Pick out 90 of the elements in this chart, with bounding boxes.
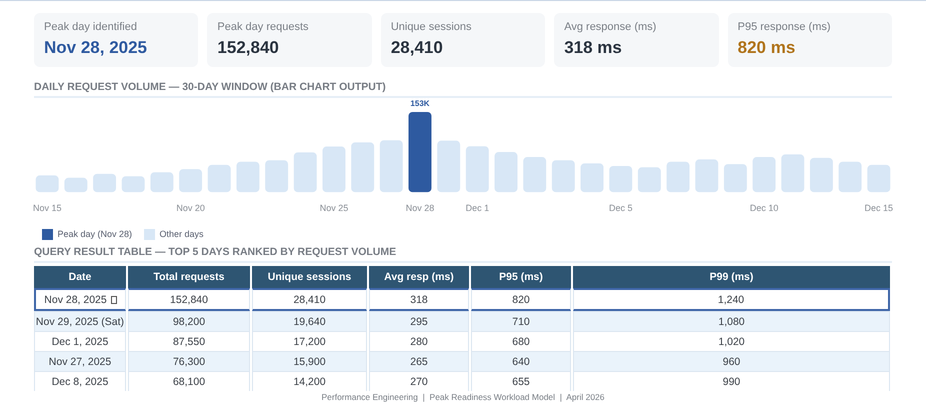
text: 280 xyxy=(410,336,428,348)
text: 28,410 xyxy=(293,294,326,306)
bar xyxy=(36,175,59,192)
bar xyxy=(552,160,575,192)
bar xyxy=(294,152,317,192)
text: 318 ms xyxy=(564,38,622,57)
bar xyxy=(580,163,604,192)
bar xyxy=(867,164,890,192)
bar xyxy=(666,162,690,192)
category-label: Avg resp (ms) xyxy=(369,266,469,288)
text: 98,200 xyxy=(172,316,206,328)
text: Nov 28, 2025 xyxy=(44,38,148,57)
text: 76,300 xyxy=(172,356,206,368)
data-label: 153K xyxy=(410,99,430,108)
bar xyxy=(466,146,489,192)
bar xyxy=(408,112,432,192)
category-label: Peak day requests xyxy=(217,21,310,33)
text: 15,900 xyxy=(293,356,326,368)
text: 14,200 xyxy=(293,376,326,388)
bar xyxy=(838,162,862,192)
text: 990 xyxy=(722,376,740,388)
bar xyxy=(208,164,231,192)
text: 655 xyxy=(512,376,530,388)
bar xyxy=(122,176,145,192)
category-label: Unique sessions xyxy=(390,21,473,33)
text: Dec 1, 2025 xyxy=(52,336,108,348)
text: 1,080 xyxy=(718,316,745,328)
bar xyxy=(322,146,346,192)
text: 152,840 xyxy=(217,38,279,57)
text: 1,020 xyxy=(718,336,745,348)
text: 820 xyxy=(512,294,530,306)
category-label: Date xyxy=(34,266,126,288)
bar xyxy=(695,159,718,192)
category-label: P95 response (ms) xyxy=(738,21,832,33)
text: 28,410 xyxy=(390,38,443,57)
text: 19,640 xyxy=(293,316,326,328)
bar xyxy=(523,157,546,192)
bar xyxy=(781,154,804,192)
text: Performance Engineering | Peak Readiness Workload Model | April 2026 xyxy=(320,392,606,402)
text: 960 xyxy=(722,356,740,368)
category-label: Unique sessions xyxy=(252,266,367,288)
text: QUERY RESULT TABLE — TOP 5 DAYS RANKED BY REQUEST VOLUME xyxy=(34,246,892,263)
category-label: P95 (ms) xyxy=(471,266,571,288)
bar xyxy=(380,140,403,192)
x-tick-label: Dec 1 xyxy=(466,203,490,214)
bar xyxy=(494,152,518,192)
text: 1,240 xyxy=(718,294,744,306)
x-tick-label: Nov 25 xyxy=(320,203,348,214)
bar xyxy=(150,172,174,192)
category-label: Total requests xyxy=(128,266,250,288)
category-label: Avg response (ms) xyxy=(564,21,658,33)
text: Nov 28, 2025 xyxy=(44,294,107,306)
text: Nov 29, 2025 (Sat) xyxy=(36,316,124,328)
bar xyxy=(236,162,260,192)
legend-label: Other days xyxy=(160,228,204,239)
text: 17,200 xyxy=(293,336,326,348)
bar xyxy=(638,167,661,192)
chart-title: DAILY REQUEST VOLUME — 30-DAY WINDOW (BAR CHART OUTPUT) xyxy=(34,81,892,98)
legend-label: Peak day (Nov 28) xyxy=(58,228,132,239)
text: 680 xyxy=(512,336,530,348)
text: 640 xyxy=(512,356,530,368)
text: 270 xyxy=(410,376,428,388)
x-tick-label: Nov 15 xyxy=(32,203,62,214)
bar xyxy=(351,142,374,192)
bar xyxy=(609,166,632,192)
x-tick-label: Nov 20 xyxy=(176,203,205,214)
bar xyxy=(93,174,116,192)
x-tick-label: Dec 5 xyxy=(608,203,632,214)
category-label: Peak day identified xyxy=(44,21,138,33)
text: 152,840 xyxy=(170,294,208,306)
text: 820 ms xyxy=(738,38,796,57)
category-label: P99 (ms) xyxy=(573,266,890,288)
bar xyxy=(437,140,460,192)
text: 87,550 xyxy=(172,336,206,348)
bar xyxy=(64,178,88,192)
text: Dec 8, 2025 xyxy=(52,376,108,388)
text: Nov 27, 2025 xyxy=(48,356,112,368)
bar xyxy=(179,169,202,192)
x-tick-label: Nov 28 xyxy=(406,203,434,214)
text: 265 xyxy=(410,356,428,368)
text: 710 xyxy=(512,316,530,328)
x-tick-label: Dec 10 xyxy=(750,203,778,214)
bar xyxy=(265,160,288,192)
text: 318 xyxy=(410,294,428,306)
bar xyxy=(752,157,776,192)
text: 68,100 xyxy=(172,376,206,388)
x-tick-label: Dec 15 xyxy=(864,203,894,214)
bar xyxy=(724,164,747,192)
text: 295 xyxy=(410,316,428,328)
bar xyxy=(810,158,833,192)
